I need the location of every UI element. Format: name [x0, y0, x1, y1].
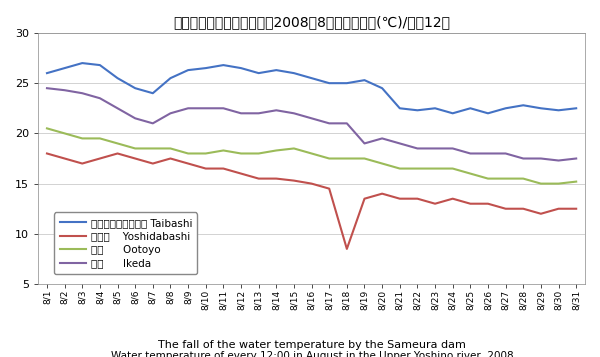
Text: The fall of the water temperature by the Sameura dam: The fall of the water temperature by the… [158, 340, 466, 350]
Legend: 田井橋（地蔵寺川） Taibashi, 吉田橋    Yoshidabashi, 大豊      Ootoyo, 池田      Ikeda: 田井橋（地蔵寺川） Taibashi, 吉田橋 Yoshidabashi, 大豊… [54, 212, 197, 274]
Title: 早明浦ダムによる低水温・2008年8月の河川水温(℃)/毎時12時: 早明浦ダムによる低水温・2008年8月の河川水温(℃)/毎時12時 [173, 15, 450, 29]
Text: Water temperature of every 12:00 in August in the Upper Yoshino river, 2008: Water temperature of every 12:00 in Augu… [110, 351, 514, 357]
